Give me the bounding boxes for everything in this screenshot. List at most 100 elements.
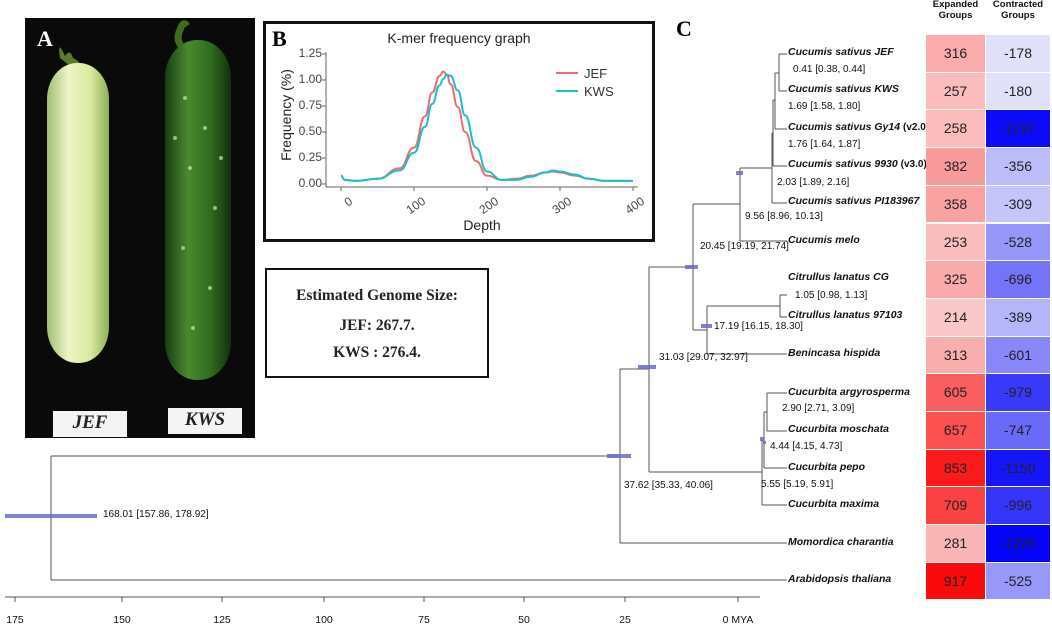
kws-photo-label: KWS (184, 409, 226, 430)
node-label: 2.03 [1.89, 2.16] (777, 177, 850, 188)
taxon-version: (v3.0) (900, 159, 927, 170)
kws-cucumber (165, 40, 231, 380)
branch-node-3103 (648, 266, 762, 473)
axis-tick-label: 25 (619, 614, 631, 626)
contracted-cell: -601 (986, 336, 1050, 375)
taxon-cucurbita-pepo: Cucurbita pepo (788, 461, 865, 473)
taxon-benincasa-hispida: Benincasa hispida (788, 347, 880, 359)
genome-size-title: Estimated Genome Size: (296, 287, 458, 304)
taxon-cucurbita-argyrosperma: Cucurbita argyrosperma (788, 386, 910, 398)
cucumber-illustration (47, 20, 242, 437)
y-tick-label: 0.00 (298, 176, 322, 190)
taxon-name: Cucurbita moschata (788, 423, 889, 435)
phylogenetic-tree (5, 53, 787, 602)
taxon-name: Cucumis sativus Gy14 (788, 121, 901, 133)
axis-tick-label: 50 (518, 614, 530, 626)
y-tick-label: 1.00 (298, 72, 322, 86)
kws-stem (174, 20, 190, 51)
taxon-name: Cucurbita pepo (788, 461, 866, 473)
contracted-cell: -528 (986, 223, 1050, 262)
contracted-cell: -356 (986, 148, 1050, 186)
node-label: 168.01 [157.86, 178.92] (103, 509, 209, 520)
series-line-jef (340, 70, 633, 182)
branch-jef-kws (778, 53, 787, 92)
branch-pi183967 (771, 132, 787, 204)
node-bar-168 (5, 514, 97, 518)
y-tick-label: 0.75 (298, 98, 322, 112)
taxon-name: Cucurbita argyrosperma (788, 386, 910, 398)
axis-tick-label: 0 MYA (722, 614, 754, 626)
expanded-cell: 382 (926, 148, 985, 186)
node-label: 9.56 [8.96, 10.13] (745, 211, 823, 222)
node-label: 2.90 [2.71, 3.09] (782, 403, 855, 414)
node-label: 31.03 [29.07, 32.97] (659, 352, 748, 363)
node-label: 37.62 [35.33, 40.06] (624, 480, 713, 491)
taxon-version: (v2.0) (902, 122, 930, 133)
legend-label-jef: JEF (584, 65, 608, 81)
taxon-name: Cucumis sativus JEF (788, 46, 894, 58)
taxon-name: Cucumis sativus 9930 (788, 158, 898, 170)
taxon-name: Citrullus lanatus CG (788, 271, 889, 283)
expanded-cell: 605 (926, 374, 985, 412)
jef-photo-label: JEF (72, 412, 108, 433)
y-tick-label: 0.50 (298, 124, 322, 138)
panel-b-letter: B (272, 26, 287, 51)
taxon-cucumis-sativus-jef: Cucumis sativus JEF (788, 46, 894, 58)
axis-tick-label: 75 (418, 614, 430, 626)
taxon-cucumis-sativus-kws: Cucumis sativus KWS (788, 83, 899, 95)
contracted-cell: -309 (986, 185, 1050, 224)
contracted-groups-header: Contracted Groups (992, 0, 1044, 21)
y-tick-label: 1.25 (298, 46, 322, 60)
contracted-cell: -696 (986, 261, 1050, 299)
node-label: 1.76 [1.64, 1.87] (788, 139, 861, 150)
kmer-chart-panel: B K-mer frequency graph Frequency (%) De… (263, 21, 655, 242)
expanded-cell: 853 (926, 449, 985, 488)
expanded-cell: 313 (926, 336, 985, 375)
node-bar-37 (607, 454, 631, 458)
axis-tick-label: 175 (6, 614, 24, 626)
expanded-cell: 214 (926, 298, 985, 337)
genome-size-box: Estimated Genome Size: JEF: 267.7. KWS :… (265, 268, 489, 378)
taxon-cucumis-sativus-pi183967: Cucumis sativus PI183967 (788, 195, 919, 207)
node-bar-20 (685, 265, 698, 269)
node-bar-444 (763, 441, 766, 444)
legend-swatch-jef (556, 72, 578, 74)
contracted-cell: -1197 (986, 110, 1050, 149)
taxon-cucumis-sativus-gy14: Cucumis sativus Gy14 (v2.0) (788, 121, 929, 133)
panel-a-letter: A (37, 26, 53, 51)
expanded-cell: 257 (926, 72, 985, 111)
expanded-cell: 709 (926, 487, 985, 526)
legend-item-kws: KWS (556, 82, 614, 100)
expanded-cell: 253 (926, 223, 985, 262)
y-tick-label: 0.25 (298, 150, 322, 164)
node-label: 20.45 [19.19, 21.74] (700, 241, 789, 252)
series-line-kws (340, 73, 633, 182)
cucumber-photo: A JEF KWS (25, 18, 255, 438)
axis-tick-label: 150 (113, 614, 131, 626)
expanded-cell: 657 (926, 412, 985, 450)
taxon-name: Cucumis sativus KWS (788, 83, 899, 95)
node-label: 17.19 [16.15, 18.30] (714, 321, 803, 332)
axis-tick-label: 125 (213, 614, 231, 626)
genome-size-jef: JEF: 267.7. (339, 316, 415, 334)
taxon-name: Cucumis melo (788, 234, 860, 246)
node-label: 1.69 [1.58, 1.80] (788, 101, 861, 112)
taxon-arabidopsis-thaliana: Arabidopsis thaliana (788, 573, 891, 585)
kmer-x-label: Depth (463, 217, 501, 233)
contracted-cell: -525 (986, 562, 1050, 601)
node-label: 4.44 [4.15, 4.73] (770, 441, 843, 452)
expanded-groups-header: Expanded Groups (932, 0, 979, 21)
taxon-citrullus-lanatus-cg: Citrullus lanatus CG (788, 271, 889, 283)
branch-benincaseae (692, 203, 740, 331)
node-label: 5.55 [5.19, 5.91] (761, 479, 834, 490)
contracted-cell: -996 (986, 487, 1050, 526)
taxon-name: Momordica charantia (788, 536, 894, 548)
taxon-name: Cucurbita maxima (788, 498, 880, 510)
node-bar-17 (701, 324, 712, 328)
node-label: 0.41 [0.38, 0.44] (793, 64, 866, 75)
contracted-cell: -747 (986, 412, 1050, 450)
taxon-name: Citrullus lanatus 97103 (788, 309, 903, 321)
taxon-name: Arabidopsis thaliana (788, 573, 892, 585)
expanded-cell: 325 (926, 261, 985, 299)
branch-citrullus (779, 294, 787, 318)
